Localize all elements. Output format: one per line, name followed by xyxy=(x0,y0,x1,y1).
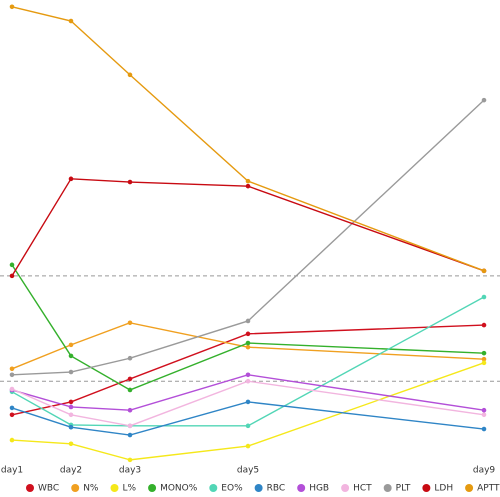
data-point xyxy=(9,4,15,10)
data-point xyxy=(245,378,251,384)
data-point xyxy=(68,369,74,375)
data-point xyxy=(9,273,15,279)
data-point xyxy=(68,404,74,410)
data-point xyxy=(127,387,133,393)
x-tick-label: day9 xyxy=(473,466,496,476)
data-point xyxy=(481,322,487,328)
legend-label: LDH xyxy=(434,484,453,494)
legend-label: L% xyxy=(123,484,137,494)
data-point xyxy=(127,376,133,382)
data-point xyxy=(68,18,74,24)
data-point xyxy=(245,318,251,324)
data-point xyxy=(481,407,487,413)
data-point xyxy=(481,350,487,356)
legend-marker xyxy=(26,484,34,492)
data-point xyxy=(127,432,133,438)
legend-label: APTT xyxy=(477,484,500,494)
data-point xyxy=(68,342,74,348)
data-point xyxy=(127,423,133,429)
legend-marker xyxy=(254,484,263,492)
series-line xyxy=(11,401,485,436)
data-point xyxy=(68,399,74,405)
data-point xyxy=(9,412,15,418)
data-point xyxy=(9,386,15,392)
data-point xyxy=(481,356,487,362)
legend-marker xyxy=(209,484,218,492)
data-point xyxy=(481,268,487,274)
data-point xyxy=(9,405,15,411)
data-point xyxy=(68,353,74,359)
legend-marker xyxy=(465,484,474,492)
legend-marker xyxy=(148,484,157,492)
data-point xyxy=(245,372,251,378)
data-point xyxy=(68,424,74,430)
data-point xyxy=(245,183,251,189)
series-line xyxy=(11,296,485,427)
legend-marker xyxy=(71,484,80,492)
data-point xyxy=(245,178,251,184)
series-line xyxy=(11,178,485,277)
data-point xyxy=(481,412,487,418)
data-point xyxy=(481,426,487,432)
data-point xyxy=(245,423,251,429)
data-point xyxy=(481,294,487,300)
data-point xyxy=(245,340,251,346)
x-tick-label: day2 xyxy=(60,466,82,476)
data-point xyxy=(481,360,487,366)
legend-label: N% xyxy=(83,484,99,494)
legend-marker xyxy=(341,484,350,492)
legend-label: EO% xyxy=(221,484,243,494)
x-tick-label: day5 xyxy=(237,466,259,476)
data-point xyxy=(127,320,133,326)
legend-label: WBC xyxy=(38,484,59,494)
data-point xyxy=(9,262,15,268)
data-point xyxy=(68,176,74,182)
legend-label: HCT xyxy=(353,484,372,494)
data-point xyxy=(127,457,133,463)
legend-label: RBC xyxy=(267,484,286,494)
data-point xyxy=(127,179,133,185)
series-line xyxy=(11,6,485,272)
data-point xyxy=(127,72,133,78)
data-point xyxy=(68,412,74,418)
legend-marker xyxy=(383,484,392,492)
x-tick-label: day3 xyxy=(119,466,141,476)
data-point xyxy=(245,331,251,337)
legend-label: PLT xyxy=(396,484,411,494)
legend-label: HGB xyxy=(309,484,329,494)
data-point xyxy=(127,355,133,361)
data-point xyxy=(127,407,133,413)
legend-marker xyxy=(297,484,306,492)
data-point xyxy=(245,443,251,449)
legend-marker xyxy=(110,484,119,492)
data-point xyxy=(9,372,15,378)
data-point xyxy=(68,441,74,447)
x-tick-label: day1 xyxy=(1,466,23,476)
data-point xyxy=(245,344,251,350)
data-point xyxy=(245,399,251,405)
legend-label: MONO% xyxy=(160,484,198,494)
data-point xyxy=(9,437,15,443)
data-point xyxy=(481,97,487,103)
legend-marker xyxy=(422,484,431,492)
data-point xyxy=(9,366,15,372)
